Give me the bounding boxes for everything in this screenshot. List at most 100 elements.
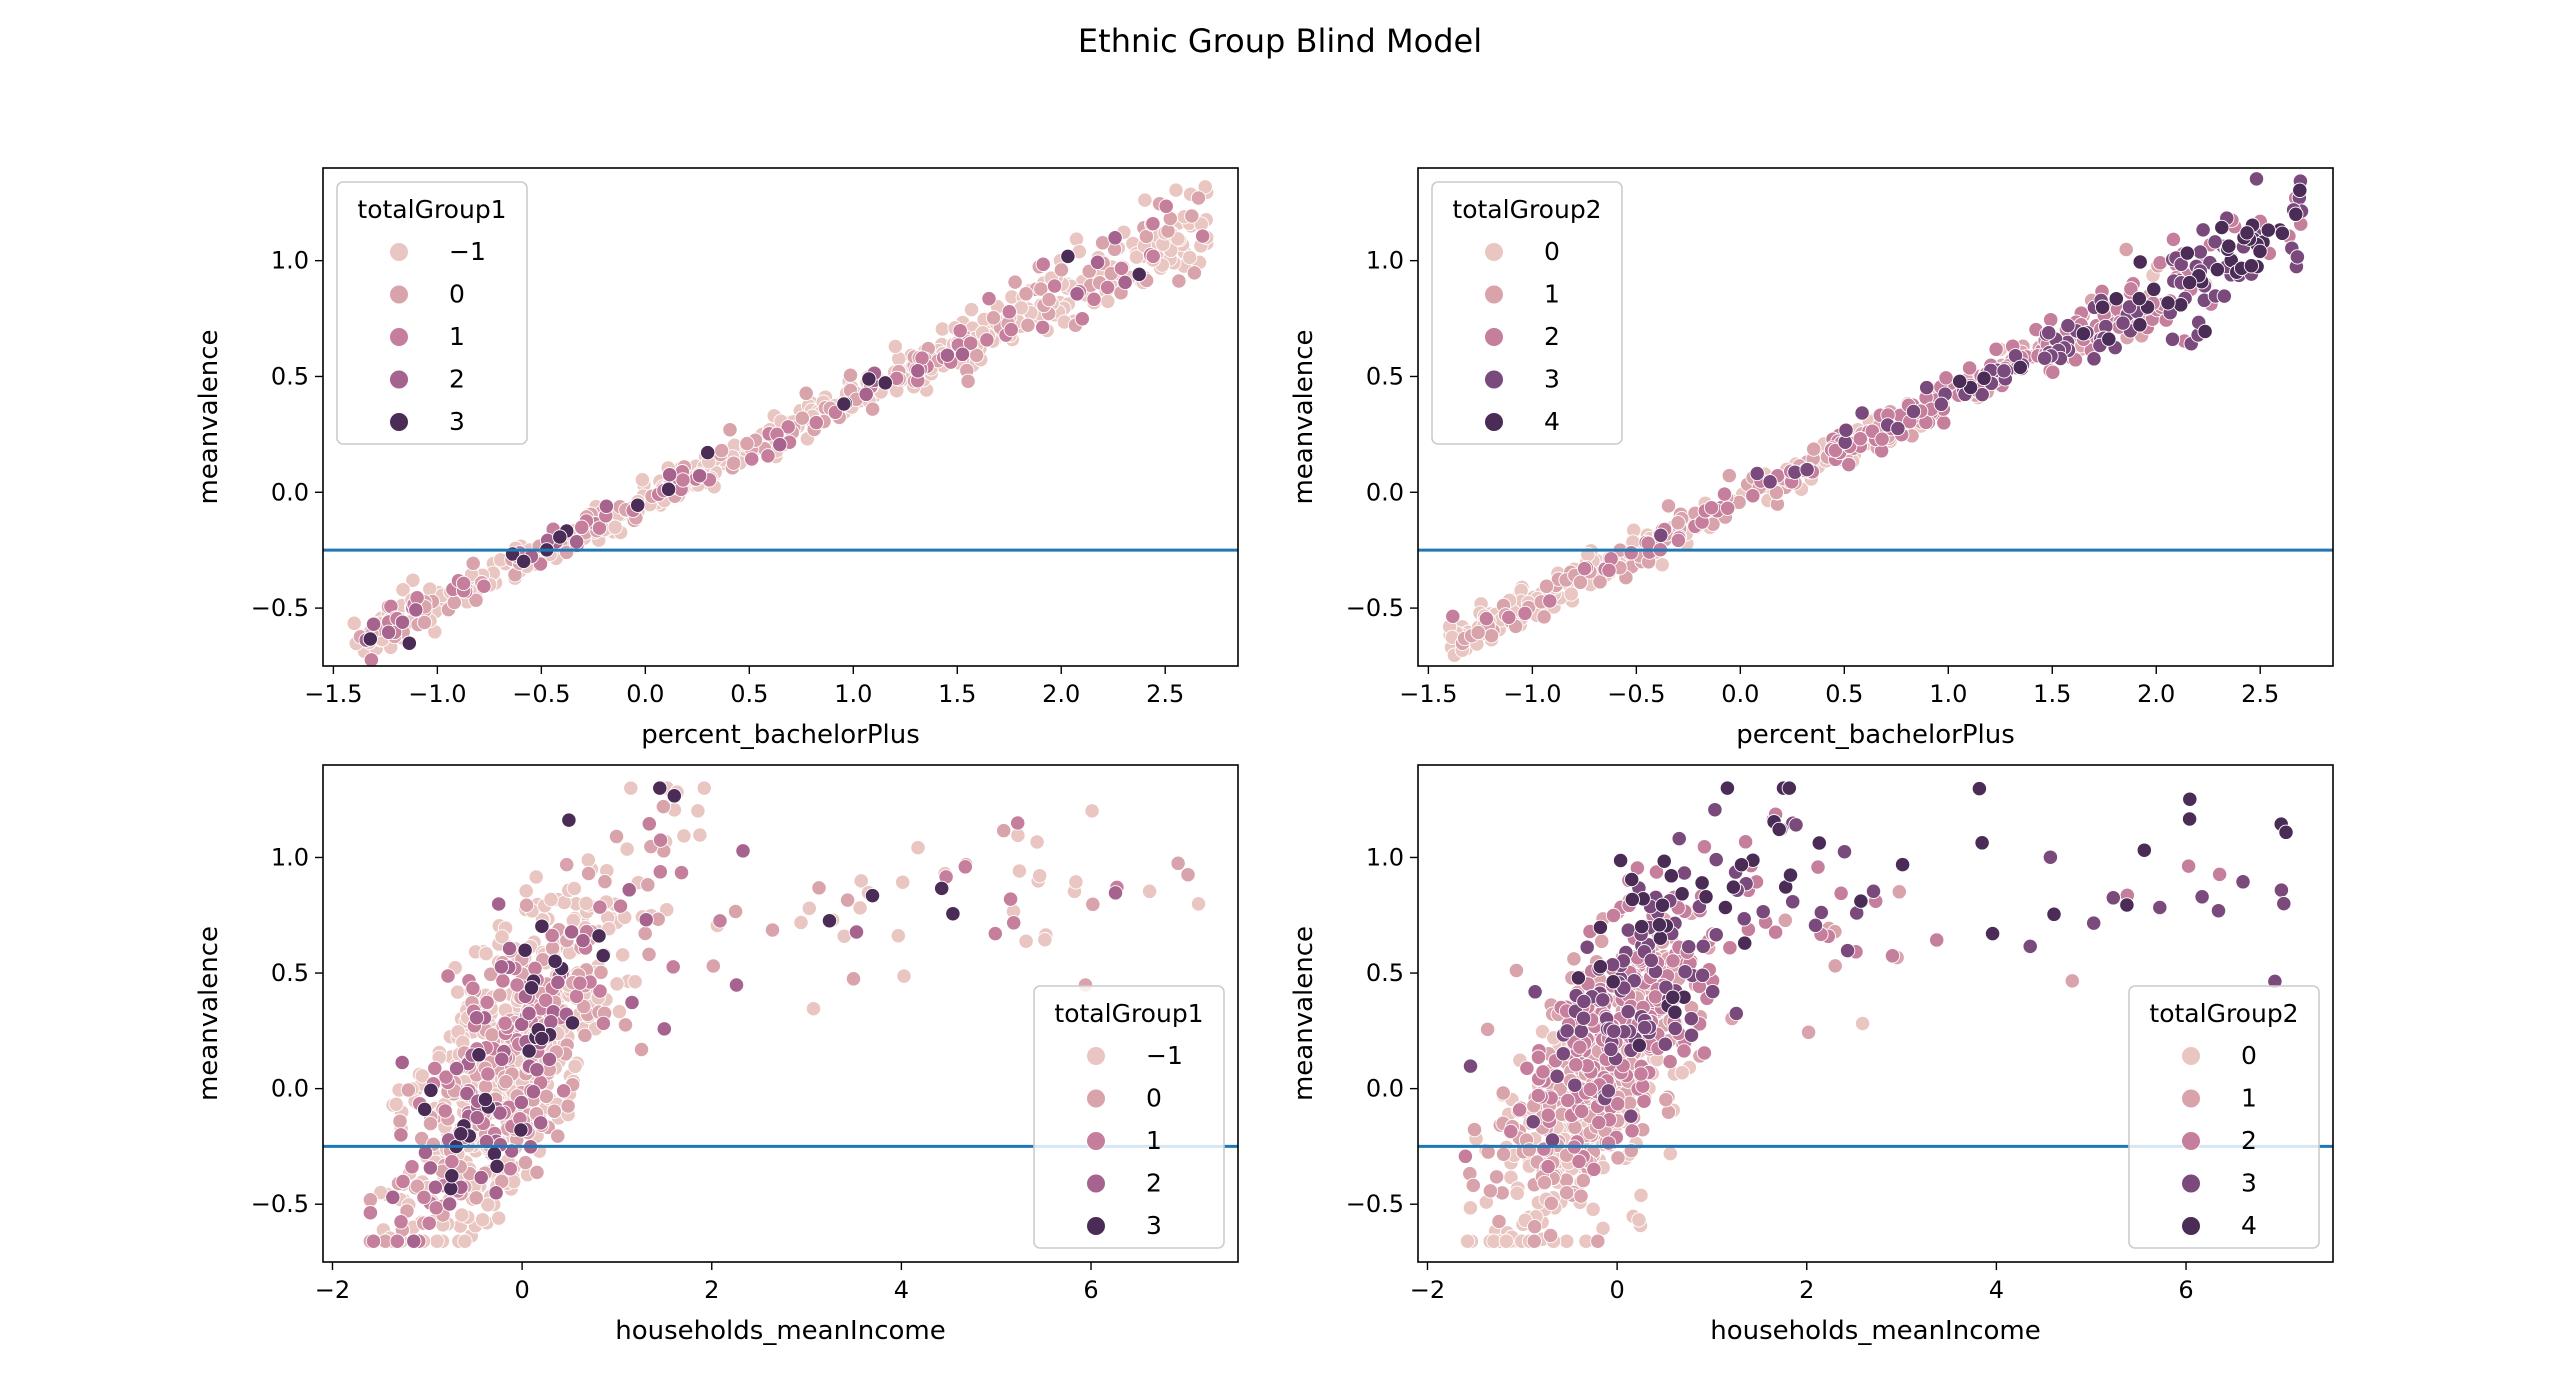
- data-point: [1853, 893, 1869, 909]
- data-point: [2160, 295, 2176, 311]
- data-point: [1905, 403, 1922, 420]
- data-point: [1540, 1158, 1556, 1175]
- data-point: [2235, 874, 2251, 890]
- data-point: [1570, 970, 1587, 986]
- data-point: [1466, 1121, 1483, 1138]
- data-point: [2041, 325, 2057, 341]
- data-point: [1145, 248, 1161, 264]
- data-point: [405, 572, 421, 588]
- data-point: [406, 1233, 422, 1249]
- data-point: [538, 992, 554, 1008]
- data-point: [417, 1101, 433, 1118]
- data-point: [365, 616, 382, 632]
- data-point: [821, 913, 838, 929]
- data-point: [572, 975, 588, 991]
- data-point: [1495, 1085, 1511, 1101]
- data-point: [1653, 527, 1669, 543]
- data-point: [578, 895, 594, 912]
- data-point: [443, 1180, 459, 1197]
- y-tick-label: −0.5: [1346, 1190, 1404, 1218]
- legend-marker: [389, 412, 409, 432]
- data-point: [1182, 249, 1198, 266]
- data-point: [1168, 182, 1184, 198]
- data-point: [793, 914, 809, 931]
- data-point: [444, 1168, 460, 1184]
- data-point: [1018, 933, 1034, 949]
- data-point: [607, 519, 623, 535]
- x-tick-label: −0.5: [1607, 680, 1665, 708]
- data-point: [1020, 317, 1036, 333]
- data-point: [448, 1060, 465, 1077]
- data-point: [395, 582, 411, 598]
- data-point: [979, 332, 995, 348]
- data-point: [842, 367, 859, 383]
- data-point: [393, 1214, 409, 1230]
- data-point: [563, 924, 580, 940]
- data-point: [2075, 326, 2092, 342]
- data-point: [963, 301, 980, 318]
- data-point: [502, 1161, 518, 1177]
- data-point: [517, 1154, 534, 1171]
- data-point: [910, 839, 926, 856]
- data-point: [394, 614, 411, 630]
- data-point: [518, 883, 534, 899]
- data-point: [1952, 373, 1968, 390]
- data-point: [1575, 1172, 1591, 1189]
- data-point: [1865, 883, 1882, 899]
- legend-title: totalGroup1: [357, 195, 506, 224]
- data-point: [495, 973, 511, 989]
- data-point: [1891, 884, 1907, 900]
- data-point: [1508, 962, 1525, 979]
- data-point: [521, 1043, 537, 1059]
- x-tick-label: −0.5: [512, 680, 570, 708]
- data-point: [1683, 1027, 1700, 1043]
- data-point: [848, 924, 865, 940]
- data-point: [446, 594, 462, 611]
- x-tick-label: 1.0: [1929, 680, 1967, 708]
- legend-marker: [1484, 369, 1504, 390]
- data-point: [480, 1197, 496, 1213]
- data-point: [896, 968, 912, 984]
- data-point: [666, 788, 682, 804]
- legend-marker: [1086, 1216, 1106, 1236]
- y-tick-label: 1.0: [271, 843, 309, 871]
- data-point: [440, 968, 456, 984]
- legend-box: [336, 181, 528, 445]
- data-point: [1113, 260, 1130, 277]
- data-point: [552, 529, 568, 545]
- data-point: [1667, 1020, 1683, 1037]
- data-point: [609, 976, 625, 992]
- data-point: [2165, 231, 2182, 248]
- data-point: [1722, 940, 1738, 956]
- data-point: [2252, 243, 2268, 260]
- data-point: [441, 1196, 458, 1212]
- data-point: [538, 1088, 555, 1105]
- data-point: [1733, 857, 1750, 873]
- legend-box: [1033, 985, 1225, 1249]
- data-point: [1717, 899, 1734, 916]
- data-point: [598, 498, 615, 514]
- data-point: [1035, 256, 1051, 272]
- data-point: [1623, 545, 1639, 561]
- data-point: [2012, 359, 2028, 376]
- data-point: [619, 841, 635, 857]
- data-point: [577, 1027, 593, 1044]
- data-point: [429, 1233, 445, 1249]
- data-point: [1567, 1077, 1583, 1093]
- data-point: [423, 1082, 439, 1098]
- data-point: [1037, 932, 1053, 948]
- data-point: [1535, 1064, 1551, 1080]
- data-point: [1606, 1023, 1622, 1039]
- data-point: [1781, 780, 1797, 796]
- data-point: [864, 401, 881, 417]
- data-point: [1799, 461, 1815, 478]
- data-point: [1665, 989, 1681, 1005]
- data-point: [2105, 890, 2121, 906]
- legend: totalGroup1 −1 0 1 2 3: [336, 181, 528, 445]
- data-point: [428, 1200, 444, 1216]
- data-point: [712, 913, 728, 929]
- data-point: [1542, 593, 1558, 609]
- data-point: [1572, 574, 1589, 590]
- x-tick-label: −1.5: [304, 680, 362, 708]
- data-point: [1624, 871, 1640, 888]
